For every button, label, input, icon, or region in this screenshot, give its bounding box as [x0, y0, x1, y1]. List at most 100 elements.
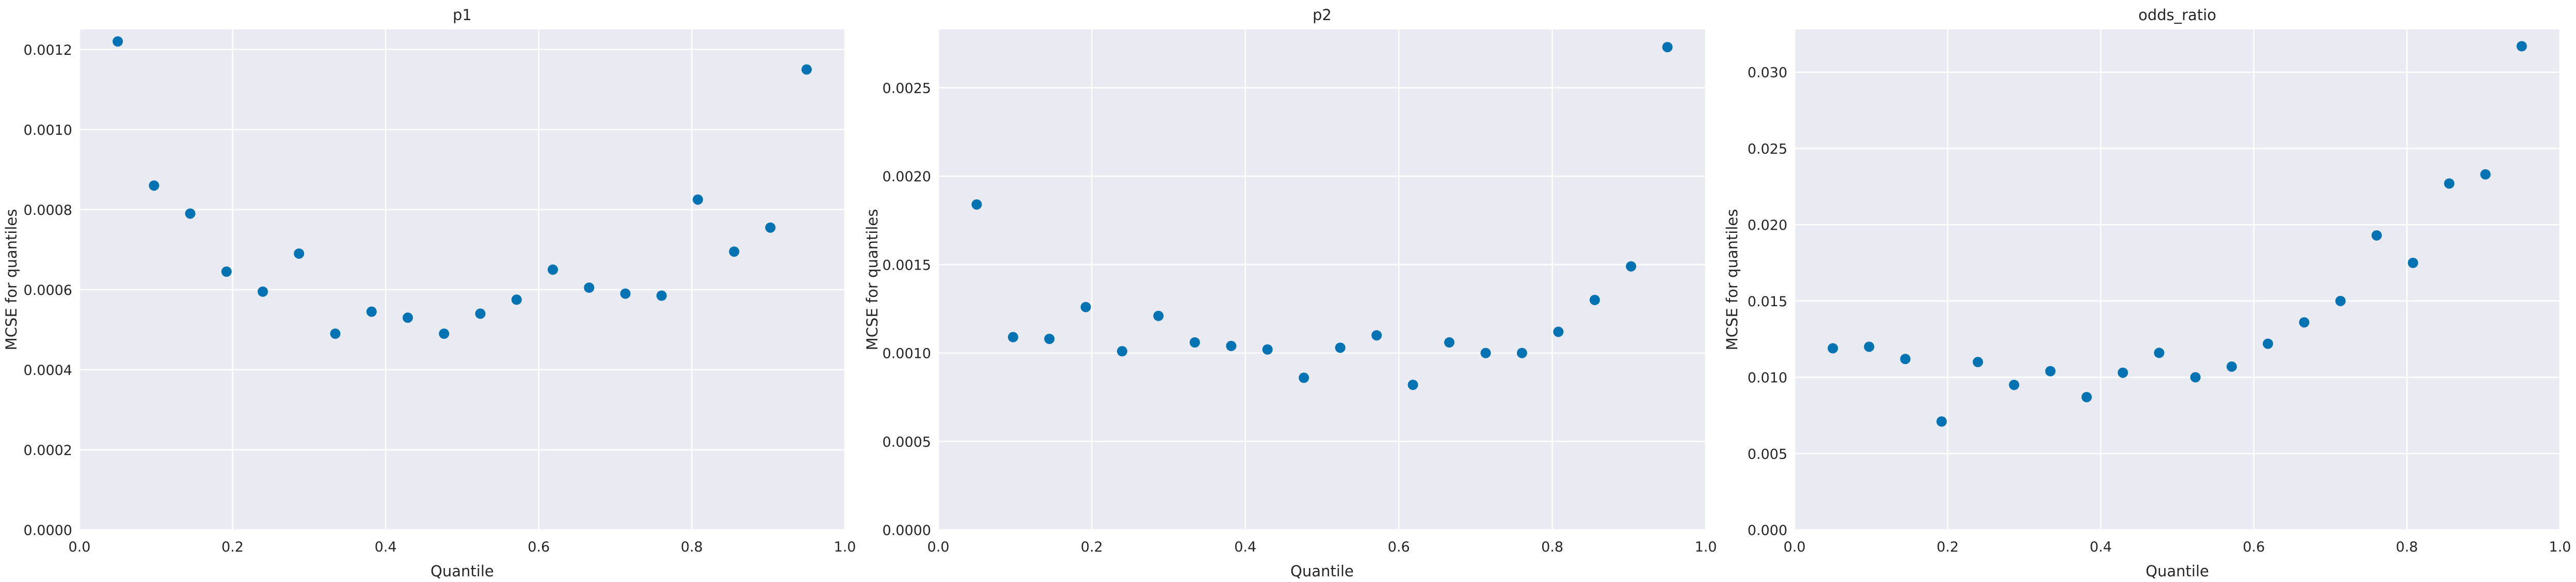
data-point: [2009, 380, 2020, 390]
x-tick-label: 0.0: [69, 539, 91, 555]
data-point: [1864, 341, 1875, 352]
data-point: [185, 208, 196, 219]
x-tick-label: 0.2: [1081, 539, 1103, 555]
data-point: [2190, 372, 2201, 383]
x-tick-label: 0.8: [2396, 539, 2418, 555]
y-tick-label: 0.015: [1748, 294, 1787, 310]
x-tick-label: 0.4: [375, 539, 397, 555]
data-point: [971, 199, 982, 210]
data-point: [1080, 302, 1091, 312]
data-point: [1480, 348, 1491, 358]
data-point: [2516, 41, 2527, 52]
data-point: [765, 222, 776, 233]
data-point: [1335, 342, 1346, 353]
x-tick-label: 0.4: [2090, 539, 2112, 555]
y-tick-label: 0.0006: [24, 282, 72, 298]
chart-title: p2: [1313, 6, 1332, 24]
x-tick-label: 0.4: [1234, 539, 1256, 555]
data-point: [1007, 332, 1018, 342]
data-point: [584, 282, 595, 293]
data-point: [2226, 361, 2237, 372]
y-tick-label: 0.000: [1748, 523, 1787, 539]
data-point: [1662, 42, 1673, 53]
data-point: [2081, 391, 2092, 402]
y-tick-label: 0.0010: [24, 122, 72, 138]
data-point: [294, 248, 305, 259]
y-tick-label: 0.020: [1748, 217, 1787, 233]
x-tick-label: 1.0: [1695, 539, 1717, 555]
data-point: [1516, 348, 1527, 358]
y-tick-label: 0.0020: [883, 169, 931, 185]
data-point: [656, 290, 667, 301]
data-point: [1553, 326, 1564, 337]
y-tick-label: 0.0012: [24, 42, 72, 58]
x-tick-label: 0.6: [527, 539, 550, 555]
y-tick-label: 0.010: [1748, 370, 1787, 386]
data-point: [1117, 346, 1128, 357]
data-point: [1153, 310, 1164, 321]
y-axis-label: MCSE for quantiles: [3, 209, 20, 351]
data-point: [1299, 372, 1309, 383]
data-point: [1973, 357, 1983, 368]
data-point: [1226, 340, 1237, 351]
chart-panel-2: 0.0 0.2 0.4 0.6 0.8 1.0 0.000 0.005 0.010 0.015 0.…: [1723, 6, 2571, 580]
data-point: [2045, 366, 2056, 376]
data-point: [366, 306, 377, 317]
data-point: [439, 328, 450, 339]
y-tick-label: 0.0000: [24, 523, 72, 539]
y-tick-label: 0.0015: [883, 257, 931, 273]
data-point: [729, 246, 740, 257]
data-point: [2444, 178, 2455, 189]
data-point: [2480, 169, 2491, 180]
chart-panel-0: 0.0 0.2 0.4 0.6 0.8 1.0 0.0000 0.0002 0.0004 0.00…: [3, 6, 856, 580]
x-tick-label: 1.0: [834, 539, 856, 555]
y-axis-label: MCSE for quantiles: [863, 209, 881, 351]
plot-area: [79, 29, 845, 530]
y-axis-label: MCSE for quantiles: [1723, 209, 1741, 351]
y-tick-label: 0.0025: [883, 81, 931, 97]
plot-area: [1795, 29, 2560, 530]
data-point: [511, 294, 522, 305]
data-point: [403, 312, 413, 323]
y-tick-label: 0.0004: [24, 363, 72, 379]
y-tick-label: 0.0000: [883, 523, 931, 539]
data-point: [1828, 343, 1838, 354]
y-tick-label: 0.0002: [24, 443, 72, 459]
data-point: [113, 36, 123, 47]
data-point: [2299, 317, 2310, 328]
y-tick-label: 0.0010: [883, 346, 931, 362]
data-point: [1589, 294, 1600, 305]
y-tick-label: 0.030: [1748, 65, 1787, 81]
data-point: [693, 194, 703, 205]
data-point: [2118, 367, 2129, 378]
data-point: [1044, 334, 1055, 344]
chart-title: odds_ratio: [2138, 6, 2216, 24]
data-point: [258, 286, 268, 297]
data-point: [149, 180, 159, 191]
data-point: [1407, 380, 1418, 390]
y-tick-label: 0.025: [1748, 141, 1787, 157]
data-point: [221, 266, 232, 277]
plot-area: [938, 29, 1706, 530]
x-axis-label: Quantile: [430, 562, 494, 580]
data-point: [1262, 344, 1273, 355]
y-tick-label: 0.0005: [883, 434, 931, 450]
x-tick-label: 0.6: [1388, 539, 1410, 555]
x-axis-label: Quantile: [1290, 562, 1354, 580]
x-tick-label: 0.2: [221, 539, 244, 555]
chart-title: p1: [453, 6, 472, 24]
x-tick-label: 1.0: [2549, 539, 2571, 555]
data-point: [1444, 337, 1455, 348]
data-point: [2408, 258, 2419, 269]
data-point: [475, 308, 486, 319]
data-point: [2154, 348, 2165, 358]
data-point: [330, 328, 341, 339]
x-tick-label: 0.8: [681, 539, 703, 555]
data-point: [1626, 261, 1637, 272]
data-point: [1371, 330, 1382, 341]
data-point: [2335, 295, 2346, 306]
data-point: [801, 64, 812, 75]
x-tick-label: 0.8: [1541, 539, 1563, 555]
data-point: [1900, 354, 1911, 365]
